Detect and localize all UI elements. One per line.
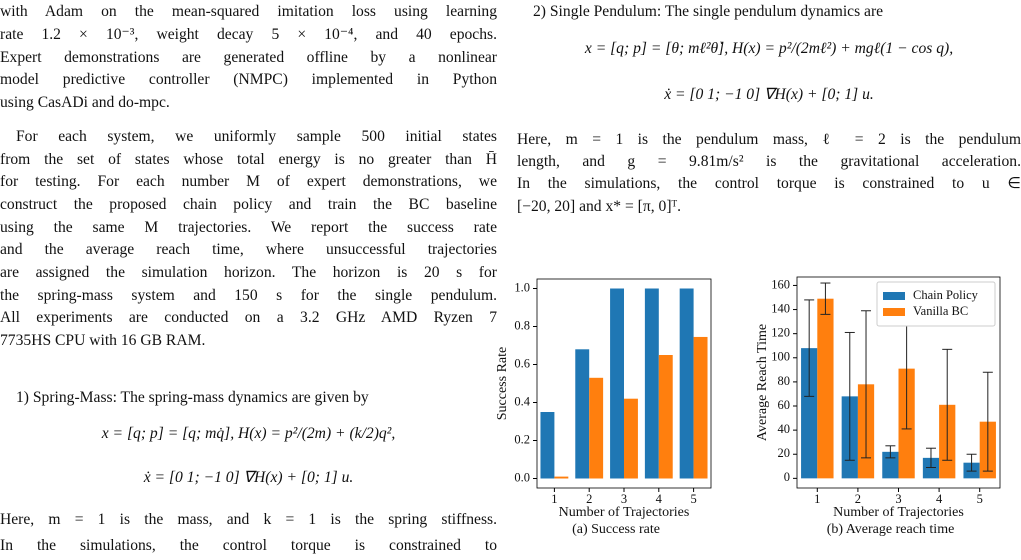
text-line: In the simulations, the control torque i… [517,175,1021,192]
x-tick-label: 2 [855,492,861,506]
text-line: using the same M trajectories. We report… [0,219,497,236]
text-line: Expert demonstrations are generated offl… [0,49,497,66]
y-tick-label: 20 [778,446,791,460]
caption: (a) Success rate [572,522,660,537]
y-tick-label: 0 [784,470,790,484]
text-line: 7735HS CPU with 16 GB RAM. [0,332,206,349]
equation: ẋ = [0 1; −1 0] ∇H(x) + [0; 1] u. [664,86,874,103]
text-line: 2) Single Pendulum: The single pendulum … [533,3,884,20]
error-bar [820,282,831,315]
legend-label: Chain Policy [913,288,979,302]
legend-label: Vanilla BC [913,304,968,318]
error-bar [885,445,896,459]
legend-box [876,281,996,327]
text-line: In the simulations, the control torque i… [0,537,497,554]
bar [658,355,673,479]
text-line: 1) Spring-Mass: The spring-mass dynamics… [16,389,369,406]
x-tick-label: 1 [551,492,557,506]
text-line: with Adam on the mean-squared imitation … [0,3,497,20]
error-bar [925,447,936,469]
plot-frame [536,278,712,489]
text-line: rate 1.2 × 10⁻³, weight decay 5 × 10⁻⁴, … [0,26,497,43]
text-line: For each system, we uniformly sample 500… [16,128,497,145]
y-axis-label: Average Reach Time [755,324,770,441]
legend-swatch [883,292,905,300]
text-line: are assigned the simulation horizon. The… [0,264,497,281]
y-tick-label: 0.2 [514,432,530,446]
text-line: length, and g = 9.81m/s² is the gravitat… [517,153,1021,170]
x-tick-label: 3 [895,492,901,506]
y-tick-label: 0.8 [514,318,530,332]
bar [801,348,818,479]
equation: x = [q; p] = [q; mq̇], H(x) = p²/(2m) + … [101,425,396,442]
bar [589,377,604,479]
text-line: construct the proposed chain policy and … [0,196,497,213]
bar [882,451,899,479]
bar [554,476,569,479]
bar [644,288,659,479]
x-tick-label: 5 [690,492,696,506]
x-tick-label: 3 [621,492,627,506]
text-line: and the average reach time, where unsucc… [0,241,497,258]
bar [624,398,638,479]
y-axis-label: Success Rate [495,347,510,420]
y-tick-label: 120 [771,326,790,340]
y-tick-label: 1.0 [514,280,530,294]
x-tick-label: 5 [977,492,983,506]
text-line: All experiments are conducted on a 3.2 G… [0,309,497,326]
bar [610,288,624,479]
text-line: using CasADi and do-mpc. [0,94,170,111]
bar [679,288,694,479]
legend-swatch [883,308,905,316]
x-axis-label: Number of Trajectories [833,505,964,520]
caption: (b) Average reach time [827,522,955,537]
y-tick-label: 0.6 [514,356,530,370]
y-tick-label: 160 [771,277,790,291]
text-line: [−20, 20] and x* = [π, 0]ᵀ. [517,198,682,215]
error-bar [861,310,872,459]
x-tick-label: 4 [936,492,943,506]
bar [817,298,834,479]
text-line: the spring-mass system and 150 s for the… [0,287,497,304]
y-tick-label: 100 [771,350,790,364]
x-tick-label: 2 [586,492,592,506]
y-tick-label: 0.0 [514,470,530,484]
error-bar [844,331,855,461]
error-bar [982,371,993,472]
error-bar [966,453,977,472]
text-line: from the set of states whose total energ… [0,151,497,168]
text-line: model predictive controller (NMPC) imple… [0,71,497,88]
x-axis-label: Number of Trajectories [559,505,690,520]
bar [540,412,555,479]
y-tick-label: 0.4 [514,394,530,408]
x-tick-label: 1 [814,492,820,506]
text-line: Here, m = 1 is the mass, and k = 1 is th… [0,511,497,528]
y-tick-label: 40 [778,422,791,436]
text-line: Here, m = 1 is the pendulum mass, ℓ = 2 … [517,131,1021,148]
plot-frame [796,276,1001,489]
equation: ẋ = [0 1; −1 0] ∇H(x) + [0; 1] u. [143,469,354,486]
error-bar [804,299,815,397]
y-tick-label: 80 [778,374,791,388]
text-line: for testing. For each number M of expert… [0,173,497,190]
x-tick-label: 4 [656,492,663,506]
equation: x = [q; p] = [θ; mℓ²θ̇], H(x) = p²/(2mℓ²… [584,40,954,57]
bar [693,336,708,479]
error-bar [942,348,953,461]
y-tick-label: 60 [778,398,791,412]
bar [575,349,590,479]
y-tick-label: 140 [771,301,790,315]
bar [922,457,940,479]
